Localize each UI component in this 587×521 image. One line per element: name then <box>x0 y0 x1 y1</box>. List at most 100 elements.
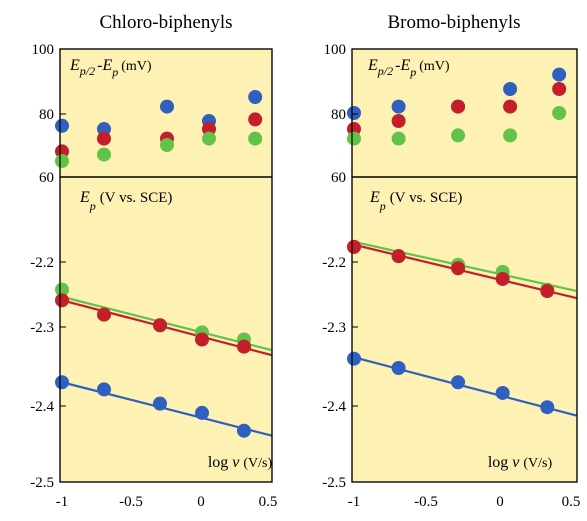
bottom-point-series-1-2 <box>451 261 466 276</box>
label-mid: -E <box>395 57 410 74</box>
bottom-panel-series <box>347 239 578 417</box>
y-tick-label: -2.4 <box>322 399 346 415</box>
bottom-panel-series <box>55 282 273 438</box>
top-point-series-2-0 <box>347 131 361 146</box>
y-tick-label: 80 <box>39 107 54 123</box>
x-label-main: log <box>208 454 228 471</box>
x-label-unit: (V/s) <box>523 456 552 471</box>
plot-frame <box>59 48 273 483</box>
top-point-series-1-4 <box>248 112 263 127</box>
fit-line-series-1 <box>61 299 273 357</box>
x-axis-label: log v (V/s) <box>208 454 273 471</box>
top-point-series-2-1 <box>391 131 406 146</box>
top-point-series-1-3 <box>202 122 216 136</box>
top-point-series-1-0 <box>347 122 361 136</box>
label-sub: p <box>89 199 96 213</box>
bottom-point-series-1-2 <box>153 318 167 333</box>
chart-title: Bromo-biphenyls <box>388 12 521 33</box>
top-point-series-1-1 <box>391 114 406 128</box>
bottom-point-series-1-0 <box>55 293 69 308</box>
y-tick-label: 80 <box>331 107 346 123</box>
bottom-point-series-1-0 <box>347 239 361 254</box>
top-point-series-2-3 <box>503 128 518 143</box>
y-tick-label: -2.2 <box>322 255 346 271</box>
top-point-series-0-2 <box>160 99 174 114</box>
top-point-series-1-2 <box>451 99 466 114</box>
x-label-var: v <box>232 454 240 471</box>
top-point-series-0-1 <box>391 99 406 114</box>
label-mid: -E <box>97 57 112 74</box>
x-tick-label: 0 <box>197 494 205 510</box>
top-point-series-2-2 <box>451 128 466 143</box>
y-tick-label: 60 <box>39 170 54 186</box>
bottom-point-series-2-0 <box>55 375 69 390</box>
top-point-series-2-0 <box>55 154 69 168</box>
bottom-point-series-1-1 <box>391 249 406 264</box>
top-point-series-0-0 <box>55 118 69 133</box>
top-point-series-1-0 <box>55 144 69 159</box>
top-panel-series <box>347 67 567 146</box>
x-tick-label: -0.5 <box>119 494 143 510</box>
bottom-point-series-1-1 <box>97 307 111 322</box>
top-point-series-2-3 <box>202 131 216 146</box>
y-tick-label: -2.5 <box>322 475 346 491</box>
top-point-series-2-4 <box>552 106 567 120</box>
bottom-point-series-0-0 <box>55 282 69 297</box>
top-point-series-0-3 <box>503 82 518 96</box>
top-panel-series <box>55 90 263 168</box>
y-tick-label: 60 <box>331 170 346 186</box>
y-tick-label: -2.3 <box>30 320 54 336</box>
bottom-point-series-1-3 <box>495 271 510 286</box>
bottom-point-series-1-4 <box>237 339 251 354</box>
plot-frame <box>351 48 578 483</box>
bottom-point-series-2-2 <box>153 396 167 411</box>
top-point-series-0-1 <box>97 122 111 136</box>
top-panel-y-label: Ep/2 -Ep (mV) <box>69 57 152 79</box>
bottom-panel-y-label: Ep (V vs. SCE) <box>79 189 172 213</box>
top-point-series-0-4 <box>248 90 263 104</box>
bottom-point-series-2-3 <box>495 385 510 400</box>
x-label-var: v <box>512 454 520 471</box>
fit-line-series-1 <box>353 243 578 300</box>
chart-bromo: Bromo-biphenyls Ep/2 -Ep (mV) Ep (V vs. SCE… <box>322 12 580 510</box>
chart-title: Chloro-biphenyls <box>100 12 233 33</box>
fit-line-series-2 <box>353 356 578 417</box>
y-tick-label: -2.4 <box>30 399 54 415</box>
top-point-series-2-1 <box>97 147 111 162</box>
top-point-series-2-4 <box>248 131 263 146</box>
bottom-point-series-2-0 <box>347 351 361 366</box>
y-tick-label: 100 <box>324 42 347 58</box>
x-label-unit: (V/s) <box>243 456 272 471</box>
x-tick-label: -1 <box>348 494 361 510</box>
bottom-point-series-2-1 <box>391 361 406 375</box>
bottom-point-series-2-2 <box>451 375 466 390</box>
bottom-point-series-2-4 <box>237 423 251 438</box>
label-main: E <box>367 57 378 74</box>
bottom-point-series-1-3 <box>195 332 209 347</box>
y-tick-label: -2.3 <box>322 320 346 336</box>
label-sub: p <box>409 65 416 79</box>
label-unit: (V vs. SCE) <box>100 190 173 206</box>
top-panel-y-label: Ep/2 -Ep (mV) <box>367 57 450 79</box>
y-tick-label: 100 <box>32 42 55 58</box>
y-tick-label: -2.5 <box>30 475 54 491</box>
plot-area-background <box>59 48 273 483</box>
fit-line-series-0 <box>61 295 273 352</box>
x-label-main: log <box>488 454 508 471</box>
label-sub: p <box>111 65 118 79</box>
x-tick-label: 0.5 <box>562 494 581 510</box>
top-point-series-1-1 <box>97 131 111 146</box>
bottom-point-series-1-4 <box>540 284 555 299</box>
top-point-series-1-4 <box>552 82 567 96</box>
label-main: E <box>369 189 380 206</box>
chart-chloro: Chloro-biphenyls Ep/2 -Ep (mV) Ep (V vs. SC… <box>30 12 277 510</box>
top-point-series-2-2 <box>160 138 174 152</box>
top-point-series-1-3 <box>503 99 518 114</box>
top-point-series-0-4 <box>552 67 567 82</box>
label-unit: (mV) <box>419 59 450 74</box>
bottom-panel-y-label: Ep (V vs. SCE) <box>369 189 462 213</box>
x-tick-label: 0 <box>496 494 504 510</box>
x-axis-label: log v (V/s) <box>488 454 553 471</box>
label-sub: p/2 <box>79 64 95 78</box>
